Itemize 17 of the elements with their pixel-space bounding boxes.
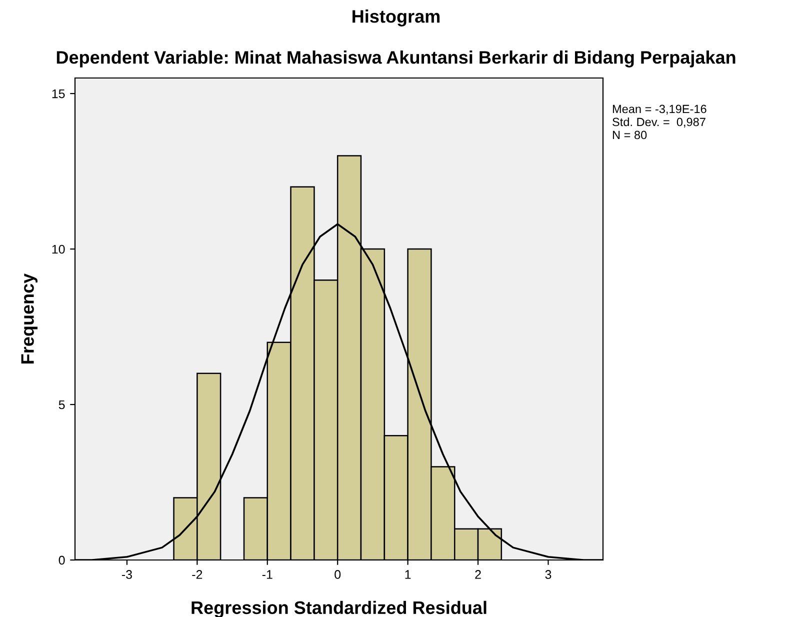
text: Std. Dev. = 0,987	[612, 118, 706, 128]
x-tick-label: 2	[475, 570, 481, 579]
y-tick-label: 10	[52, 244, 65, 254]
y-tick-label: 15	[52, 89, 65, 98]
chart-title: Histogram	[352, 10, 440, 26]
y-axis-title: Frequency	[21, 273, 38, 364]
x-tick-label: 3	[545, 570, 552, 579]
chart-subtitle: Dependent Variable: Minat Mahasiswa Akuntansi Berkarir di Bidang Perpajakan	[56, 50, 736, 68]
y-tick-label: 0	[58, 556, 65, 565]
x-tick-label: -1	[262, 570, 272, 579]
y-tick-label: 5	[58, 400, 65, 410]
x-tick-label: -2	[192, 570, 202, 579]
text: N = 80	[612, 130, 647, 140]
x-tick-label: 1	[405, 570, 411, 579]
x-tick-label: -3	[122, 570, 132, 579]
x-tick-label: 0	[334, 570, 341, 579]
text: Mean = -3,19E-16	[612, 104, 706, 115]
